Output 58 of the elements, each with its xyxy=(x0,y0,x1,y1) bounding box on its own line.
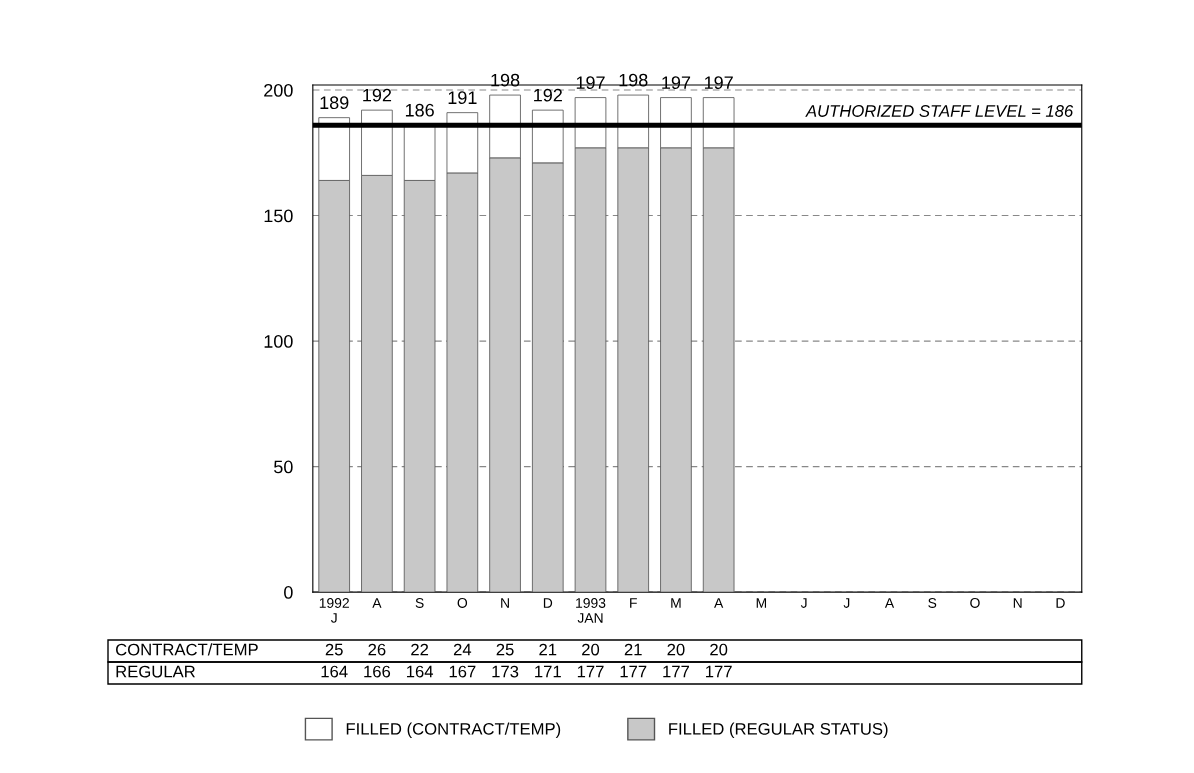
data-label: 177 xyxy=(620,665,647,678)
total-label: 198 xyxy=(619,73,648,87)
ref-line-label: AUTHORIZED STAFF LEVEL = 186 xyxy=(805,105,1074,117)
data-label: 21 xyxy=(624,643,642,656)
x-tick-label: O xyxy=(457,598,468,608)
total-label: 192 xyxy=(363,88,392,102)
x-tick-label: A xyxy=(714,598,724,608)
x-tick-label: 1992 J xyxy=(319,598,349,623)
y-tick-label: 100 xyxy=(264,335,293,348)
total-label: 198 xyxy=(491,73,520,87)
data-label: 173 xyxy=(492,665,519,678)
total-label: 197 xyxy=(576,76,605,89)
x-tick-label: N xyxy=(1013,598,1022,608)
data-label: 177 xyxy=(577,665,604,678)
total-label: 192 xyxy=(534,88,562,102)
x-tick-label: A xyxy=(884,598,895,608)
x-tick-label: J xyxy=(843,598,850,608)
x-tick-label: A xyxy=(372,598,382,608)
y-tick-label: 150 xyxy=(264,209,293,223)
data-label: 164 xyxy=(321,665,348,678)
x-tick-label: S xyxy=(928,598,937,608)
total-label: 186 xyxy=(405,103,434,117)
total-label: 197 xyxy=(662,76,691,89)
data-label: 171 xyxy=(535,665,561,678)
x-tick-label: D xyxy=(1056,598,1065,608)
total-label: 197 xyxy=(704,76,733,89)
text: CONTRACT/TEMP xyxy=(116,643,258,656)
total-label: 189 xyxy=(320,96,349,110)
data-label: 21 xyxy=(539,643,557,656)
data-label: 25 xyxy=(325,643,343,656)
x-tick-label: J xyxy=(800,598,807,608)
text: REGULAR xyxy=(116,665,195,678)
y-tick-label: 0 xyxy=(284,586,293,599)
total-label: 191 xyxy=(448,91,477,105)
data-label: 20 xyxy=(710,643,728,656)
data-label: 167 xyxy=(449,665,476,678)
data-label: 177 xyxy=(706,665,732,678)
data-label: 25 xyxy=(496,643,514,656)
x-tick-label: O xyxy=(970,598,980,608)
data-label: 22 xyxy=(411,643,429,656)
x-tick-label: D xyxy=(543,598,553,608)
legend-label: FILLED (REGULAR STATUS) xyxy=(669,722,888,739)
x-tick-label: 1993 JAN xyxy=(576,598,606,623)
data-label: 26 xyxy=(368,643,386,656)
y-tick-label: 50 xyxy=(274,460,293,474)
data-label: 24 xyxy=(453,643,472,656)
legend-label: FILLED (CONTRACT/TEMP) xyxy=(346,722,561,739)
data-label: 166 xyxy=(364,665,391,678)
data-label: 20 xyxy=(582,643,600,656)
data-label: 20 xyxy=(667,643,685,656)
x-tick-label: N xyxy=(501,598,509,608)
x-tick-label: S xyxy=(415,598,424,608)
x-tick-label: M xyxy=(671,598,681,608)
x-tick-label: M xyxy=(756,598,767,608)
x-tick-label: F xyxy=(630,598,637,608)
data-label: 177 xyxy=(663,665,690,678)
y-tick-label: 200 xyxy=(264,83,293,97)
data-label: 164 xyxy=(406,665,434,678)
